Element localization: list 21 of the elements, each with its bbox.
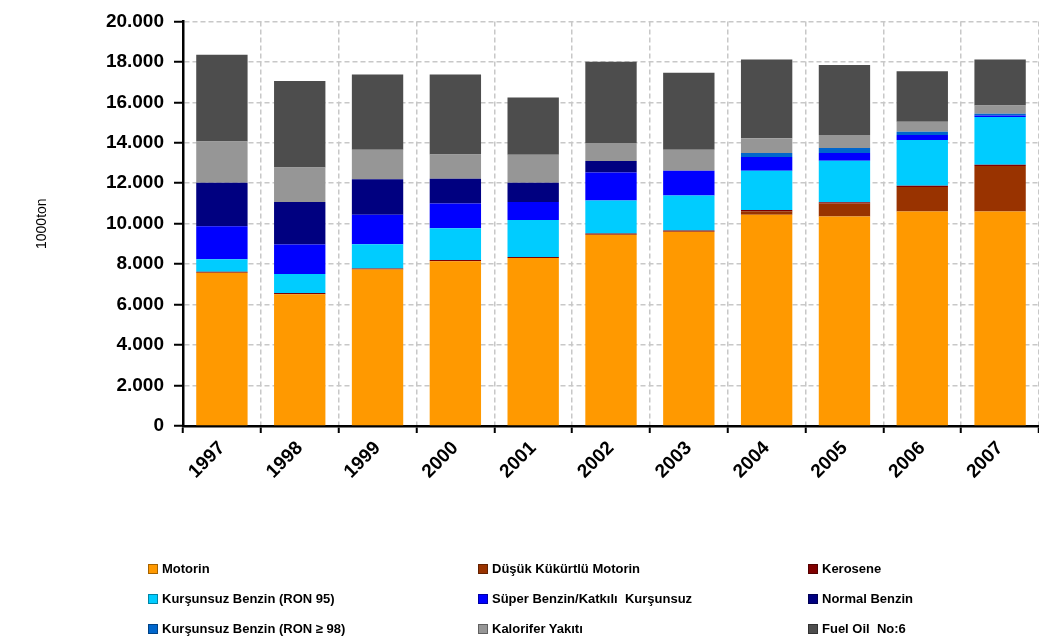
y-tick-label: 16.000 <box>105 90 164 112</box>
y-tick-label: 2.000 <box>116 373 164 395</box>
y-tick-label: 10.000 <box>105 211 164 233</box>
y-tick-label: 6.000 <box>116 292 164 314</box>
legend-label: Normal Benzin <box>822 590 914 608</box>
legend-label: Kurşunsuz Benzin (RON ≥ 98) <box>162 620 346 638</box>
legend-label: Kerosene <box>822 560 882 578</box>
y-tick-label: 12.000 <box>105 171 164 193</box>
y-tick-label: 14.000 <box>105 131 164 153</box>
legend-label: Süper Benzin/Katkılı Kurşunsuz <box>492 590 693 608</box>
legend-label: Motorin <box>162 560 210 578</box>
y-tick-label: 20.000 <box>105 9 164 31</box>
y-tick-label: 4.000 <box>116 333 164 355</box>
y-tick-label: 8.000 <box>116 252 164 274</box>
legend-label: Kalorifer Yakıtı <box>492 620 583 638</box>
y-axis-title: 1000ton <box>33 198 50 249</box>
legend-label: Düşük Kükürtlü Motorin <box>492 560 641 578</box>
legend-label: Fuel Oil No:6 <box>822 620 906 638</box>
y-tick-label: 18.000 <box>105 50 164 72</box>
legend-label: Kurşunsuz Benzin (RON 95) <box>162 590 335 608</box>
y-tick-label: 0 <box>153 414 164 436</box>
